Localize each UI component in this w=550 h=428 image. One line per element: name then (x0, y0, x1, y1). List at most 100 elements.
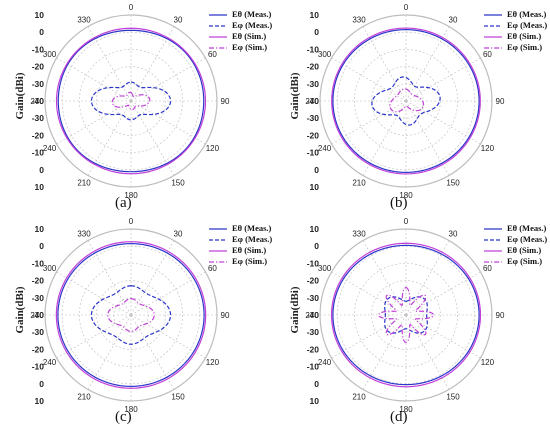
angle-tick-label: 180 (399, 191, 413, 200)
angle-tick-label: 330 (77, 16, 91, 25)
legend-swatch (484, 36, 502, 38)
angle-tick-label: 0 (404, 217, 409, 226)
series-line (90, 285, 172, 345)
legend-label: Eφ (Meas.) (232, 234, 273, 244)
grid-circle (354, 263, 458, 367)
y-axis-title: Gain(dBi) (289, 72, 301, 120)
polar-panel-d: 0 30 60 90 120 150 180 210 240 270 300 330 10 0 -10 -20… (275, 214, 550, 428)
radial-tick-label: 10 (310, 182, 320, 192)
legend-label: Eθ (Sim.) (507, 31, 542, 41)
angle-tick-label: 60 (208, 50, 217, 59)
y-axis-title: Gain(dBi) (14, 286, 26, 334)
radial-tick-label: 0 (314, 241, 319, 251)
legend-swatch (484, 261, 502, 263)
angle-tick-label: 180 (399, 405, 413, 414)
angle-tick-label: 330 (77, 230, 91, 239)
series-line (57, 243, 205, 387)
angle-tick-label: 90 (221, 97, 230, 106)
angle-tick-label: 210 (77, 392, 91, 401)
legend-label: Eθ (Sim.) (232, 31, 267, 41)
angle-tick-label: 330 (352, 16, 366, 25)
legend-label: Eθ (Meas.) (507, 223, 547, 233)
legend-swatch (209, 239, 227, 241)
angle-tick-label: 270 (30, 97, 44, 106)
angle-tick-label: 0 (129, 3, 134, 12)
legend-label: Eφ (Sim.) (507, 256, 543, 266)
series-line (107, 298, 155, 332)
series-line (371, 76, 441, 126)
angle-tick-label: 30 (174, 230, 183, 239)
polar-panel-a: 0 30 60 90 120 150 180 210 240 270 300 330 10 0 -10 -20… (0, 0, 275, 214)
angle-tick-label: 300 (318, 50, 332, 59)
radial-tick-label: 0 (314, 379, 319, 389)
radial-tick-label: -10 (307, 44, 320, 54)
legend-label: Eθ (Sim.) (507, 245, 542, 255)
angle-tick-label: 60 (483, 50, 492, 59)
radial-tick-label: -40 (32, 310, 45, 320)
panel-label: (c) (115, 409, 132, 425)
angle-tick-label: 210 (352, 178, 366, 187)
radial-tick-label: -30 (32, 79, 45, 89)
series-line (90, 81, 172, 121)
radial-tick-label: 0 (39, 165, 44, 175)
radial-tick-label: -10 (307, 362, 320, 372)
angle-tick-label: 30 (174, 16, 183, 25)
radial-tick-label: -10 (32, 44, 45, 54)
angle-tick-label: 120 (481, 144, 495, 153)
radial-tick-label: 0 (39, 27, 44, 37)
radial-tick-label: 10 (35, 10, 45, 20)
radial-tick-label: 10 (310, 224, 320, 234)
angle-tick-label: 150 (446, 178, 460, 187)
angle-tick-label: 300 (318, 264, 332, 273)
radial-tick-label: -20 (32, 62, 45, 72)
angle-tick-label: 240 (43, 358, 57, 367)
angle-tick-label: 180 (124, 405, 138, 414)
legend-label: Eφ (Meas.) (507, 20, 548, 30)
panel-label: (a) (115, 195, 132, 211)
legend-label: Eφ (Sim.) (507, 42, 543, 52)
legend-swatch (484, 14, 502, 16)
radial-tick-label: -10 (32, 148, 45, 158)
angle-tick-label: 0 (129, 217, 134, 226)
angle-tick-label: 120 (206, 358, 220, 367)
grid-circle (371, 66, 441, 136)
radial-tick-label: -10 (32, 258, 45, 268)
legend-label: Eφ (Sim.) (232, 42, 268, 52)
angle-tick-label: 120 (481, 358, 495, 367)
angle-tick-label: 270 (30, 311, 44, 320)
series-line (330, 242, 482, 388)
polar-plot: 0 30 60 90 120 150 180 210 240 270 300 330 10 0 -10 -20… (30, 3, 230, 200)
angle-tick-label: 60 (483, 264, 492, 273)
radial-tick-label: -20 (307, 62, 320, 72)
legend-swatch (484, 47, 502, 49)
legend-swatch (209, 36, 227, 38)
radial-tick-label: -30 (307, 327, 320, 337)
angle-tick-label: 30 (449, 230, 458, 239)
grid-circle (96, 66, 166, 136)
grid-circle (79, 263, 183, 367)
polar-panel-b: 0 30 60 90 120 150 180 210 240 270 300 330 10 0 -10 -20… (275, 0, 550, 214)
radial-tick-label: 0 (39, 241, 44, 251)
angle-tick-label: 150 (171, 392, 185, 401)
radial-tick-label: -30 (307, 293, 320, 303)
angle-tick-label: 210 (352, 392, 366, 401)
polar-plot: 0 30 60 90 120 150 180 210 240 270 300 330 10 0 -10 -20… (30, 217, 230, 414)
polar-plot: 0 30 60 90 120 150 180 210 240 270 300 330 10 0 -10 -20… (305, 217, 505, 414)
legend-swatch (484, 250, 502, 252)
radial-tick-label: -20 (32, 276, 45, 286)
legend-swatch (484, 25, 502, 27)
radial-tick-label: -30 (307, 113, 320, 123)
radial-tick-label: -40 (307, 96, 320, 106)
series-line (57, 29, 205, 173)
legend-label: Eφ (Meas.) (232, 20, 273, 30)
grid-circle (354, 49, 458, 153)
angle-tick-label: 330 (352, 230, 366, 239)
angle-tick-label: 210 (77, 178, 91, 187)
legend-label: Eθ (Sim.) (232, 245, 267, 255)
legend-label: Eφ (Meas.) (507, 234, 548, 244)
y-axis-title: Gain(dBi) (289, 286, 301, 334)
angle-tick-label: 240 (318, 144, 332, 153)
legend-swatch (209, 14, 227, 16)
series-line (389, 88, 425, 113)
angle-tick-label: 0 (404, 3, 409, 12)
